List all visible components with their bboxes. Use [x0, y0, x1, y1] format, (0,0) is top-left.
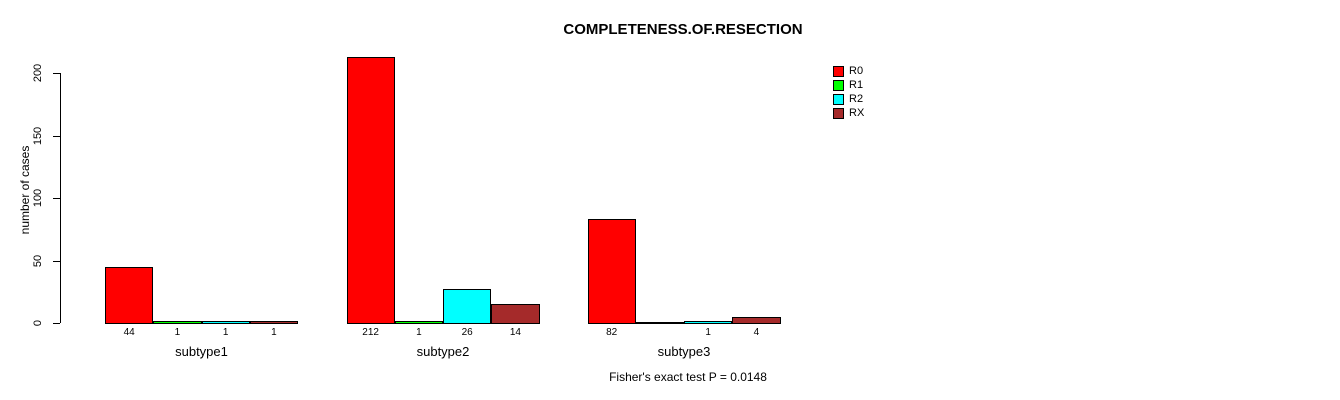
bar-subtype1-R0: [105, 267, 154, 324]
bar-value-label: 26: [461, 327, 473, 338]
y-tick-label: 0: [32, 319, 44, 327]
y-tick: [53, 135, 60, 137]
legend-label: R0: [849, 65, 864, 77]
bar-value-label: 4: [753, 327, 760, 338]
y-tick: [53, 73, 60, 74]
bar-value-label: 1: [222, 327, 229, 338]
chart-title: COMPLETENESS.OF.RESECTION: [563, 21, 803, 38]
bar-subtype3-R2: [684, 321, 733, 324]
y-tick-label: 150: [32, 126, 44, 145]
bar-value-label: 212: [362, 327, 379, 338]
bar-subtype2-RX: [491, 304, 540, 324]
legend-swatch-icon: [833, 79, 844, 91]
category-label-subtype2: subtype2: [416, 344, 470, 359]
y-tick-label: 50: [32, 254, 44, 267]
legend-swatch-icon: [833, 65, 844, 77]
y-tick: [53, 198, 60, 199]
legend-swatch-icon: [833, 107, 844, 119]
bar-subtype1-RX: [249, 321, 298, 324]
annotation-text: Fisher's exact test P = 0.0148: [609, 370, 767, 384]
y-axis-line: [60, 73, 61, 323]
legend-label: R2: [849, 93, 864, 105]
bar-value-label: 1: [174, 327, 181, 338]
bar-subtype3-RX: [732, 317, 781, 324]
bar-value-label: 1: [271, 327, 277, 338]
bar-value-label: 44: [123, 327, 135, 338]
legend-label: RX: [849, 107, 865, 119]
bar-value-label: 1: [416, 327, 422, 338]
bar-subtype2-R2: [443, 289, 492, 324]
legend-item-R1: R1: [833, 78, 864, 92]
legend-item-R0: R0: [833, 64, 864, 78]
bar-subtype2-R0: [346, 57, 395, 324]
legend-swatch-icon: [833, 93, 844, 105]
y-tick: [53, 260, 60, 262]
legend: R0 R1 R2 RX: [833, 64, 864, 120]
bar-subtype2-R1: [394, 321, 443, 324]
legend-item-RX: RX: [833, 106, 864, 120]
y-tick-label: 100: [32, 188, 44, 208]
y-tick-label: 200: [32, 63, 44, 83]
legend-item-R2: R2: [833, 92, 864, 106]
bar-subtype1-R1: [153, 321, 202, 324]
bar-value-label: 1: [705, 327, 711, 338]
bar-value-label: 14: [509, 327, 521, 338]
y-axis-title: number of cases: [18, 145, 32, 235]
bar-subtype1-R2: [201, 321, 250, 324]
legend-label: R1: [849, 79, 864, 91]
category-label-subtype3: subtype3: [657, 344, 711, 359]
category-label-subtype1: subtype1: [175, 344, 228, 359]
bar-subtype3-R0: [587, 219, 636, 324]
bar-value-label: 82: [606, 327, 618, 338]
y-tick: [53, 323, 60, 324]
